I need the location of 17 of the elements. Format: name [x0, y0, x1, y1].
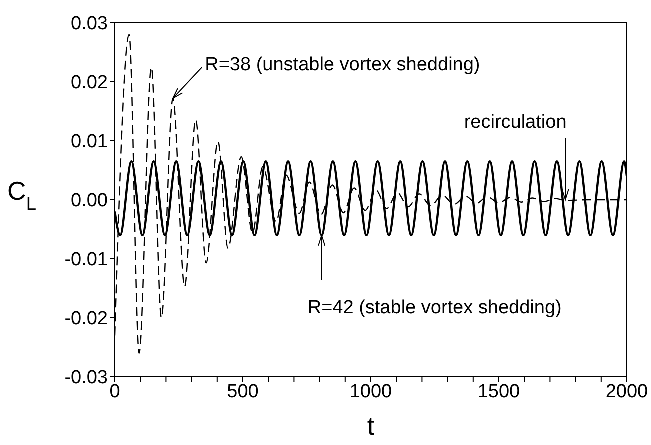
y-tick-label: 0.02	[71, 72, 108, 94]
annotation: R=38 (unstable vortex shedding)	[205, 54, 480, 76]
y-tick-label: -0.01	[64, 250, 108, 271]
x-tick-label: 1000	[350, 381, 392, 402]
y-tick-label: 0.01	[71, 132, 108, 153]
x-tick-label: 500	[227, 381, 259, 402]
y-tick-label: -0.03	[64, 368, 108, 389]
y-tick-label: -0.02	[64, 308, 108, 330]
x-axis-title: t	[367, 411, 376, 441]
x-tick-label: 1500	[478, 381, 520, 402]
y-tick-label: 0.03	[71, 14, 108, 35]
x-tick-label: 0	[110, 381, 120, 402]
y-tick-label: 0.00	[71, 190, 108, 212]
annotation: R=42 (stable vortex shedding)	[308, 297, 562, 318]
annotation: recirculation	[464, 112, 567, 133]
y-axis-title: C$_{L}$	[8, 176, 36, 214]
x-tick-label: 2000	[606, 381, 648, 402]
